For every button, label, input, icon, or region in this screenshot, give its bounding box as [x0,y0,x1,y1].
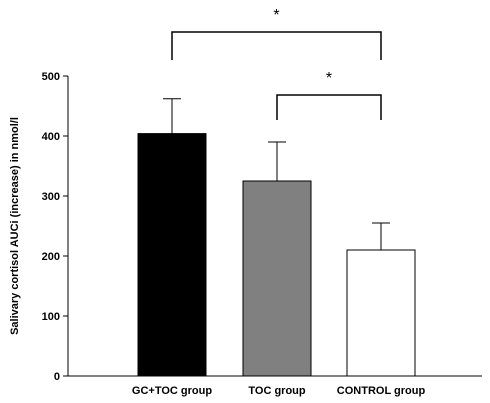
significance-star: * [326,70,332,87]
significance-bracket-2 [276,94,382,120]
y-tick-label: 400 [42,131,60,143]
significance-bracket-1 [171,31,382,60]
error-bars [163,98,390,250]
y-tick-label: 200 [42,251,60,263]
y-tick-label: 100 [42,311,60,323]
y-axis-label: Salivary cortisol AUCi (increase) in nmo… [9,117,21,335]
x-tick-label: GC+TOC group [132,385,212,397]
x-tick-labels: GC+TOC group TOC group CONTROL group [132,385,426,397]
bar-3 [346,249,416,377]
y-tick-label: 500 [42,71,60,83]
x-tick-label: TOC group [248,385,306,397]
plot-area: Salivary cortisol AUCi (increase) in nmo… [9,7,482,397]
y-ticks: 0 100 200 300 400 500 [42,71,68,383]
bar-1 [137,133,207,377]
bar-2 [242,180,312,377]
y-tick-label: 0 [54,371,60,383]
x-tick-label: CONTROL group [337,385,426,397]
y-tick-label: 300 [42,191,60,203]
bars [137,133,416,377]
significance-star: * [273,7,279,24]
significance-brackets: ** [171,7,382,120]
